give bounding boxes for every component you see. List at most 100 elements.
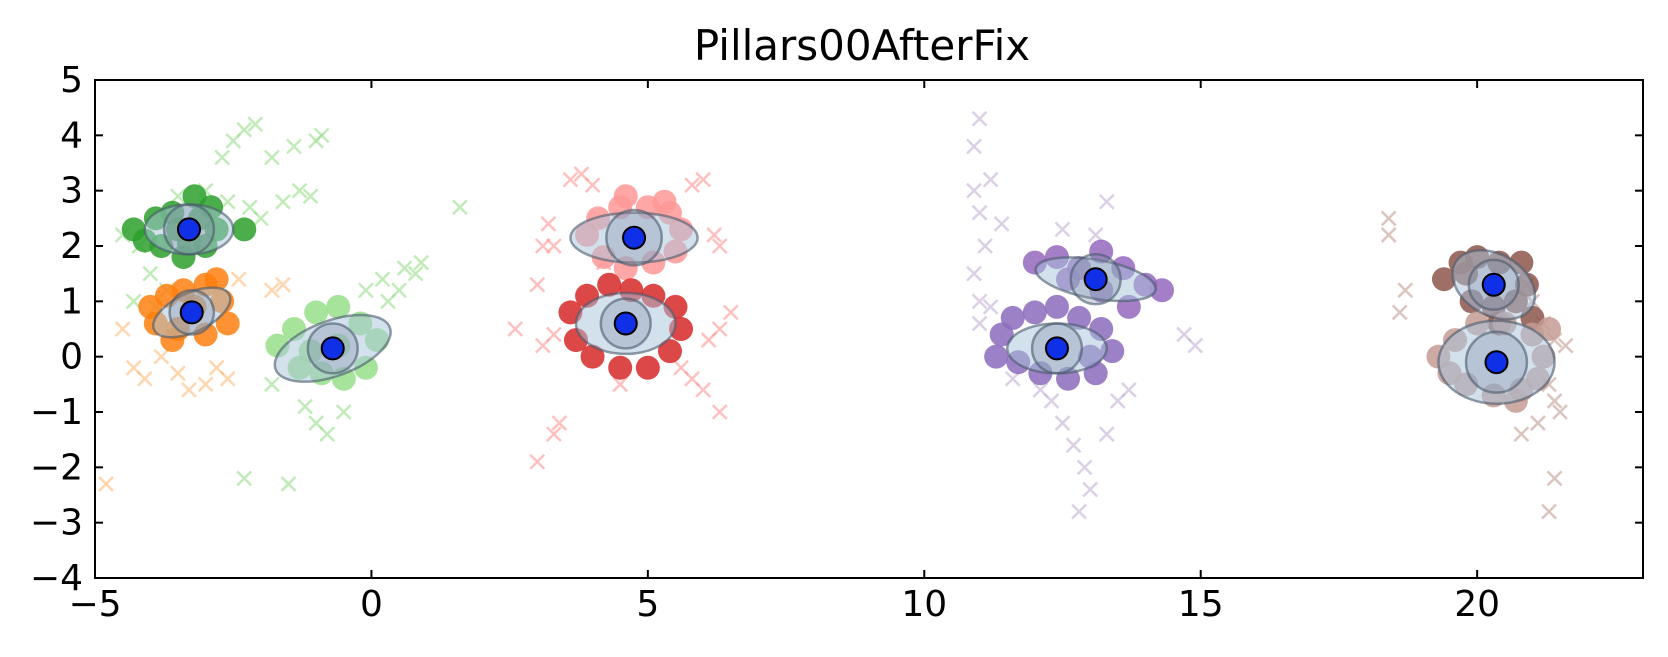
x-axis: −5 0 5 10 15 20 [68,80,1500,625]
cluster-4-cross-7 [529,276,546,293]
cluster-1-cross-1 [136,370,153,387]
cluster-2-point-2 [304,300,329,325]
cluster-0-point-10 [232,217,257,242]
cluster-6-cross-11 [982,298,999,315]
cluster-7-cross-0 [1380,210,1397,227]
cluster-0-cross-21 [302,188,319,205]
cluster-6-cross-4 [1082,481,1099,498]
cluster-4-point-2 [597,272,622,297]
cluster-3-cross-9 [722,304,739,321]
cluster-4-cross-13 [612,376,629,393]
cluster-1-cross-3 [170,365,186,382]
cluster-4-cross-10 [545,426,562,443]
cluster-2-cross-9 [319,426,336,443]
y-tick-label-4: 0 [60,337,83,378]
cluster-2-center [320,336,345,361]
y-tick-label-5: 1 [60,281,83,322]
cluster-5-cross-4 [977,238,993,254]
y-tick-label-2: −2 [30,447,83,488]
cluster-0-cross-6 [214,149,231,166]
cluster-4-cross-8 [534,238,551,254]
cluster-2-cross-13 [452,199,468,216]
cluster-6-point-2 [1022,300,1047,325]
cluster-2-cross-5 [374,271,391,288]
cluster-5-cross-3 [971,204,988,221]
cluster-2-cross-10 [335,404,352,420]
cluster-6-cross-6 [1098,426,1115,443]
cluster-2-cross-7 [297,398,313,415]
cluster-3-cross-0 [562,171,579,188]
cluster-6-point-3 [1044,294,1069,319]
cluster-8-cross-6 [1541,503,1557,520]
cluster-2-cross-6 [358,282,374,299]
cluster-5-cross-2 [966,182,982,199]
cluster-7-point-0 [1431,267,1456,292]
cluster-6-center [1044,336,1069,361]
y-axis: −4 −3 −2 −1 0 1 2 3 4 5 [30,60,1643,599]
cluster-1-point-5 [215,311,240,336]
cluster-4-cross-2 [695,381,712,398]
cluster-8-cross-2 [1552,404,1568,420]
cluster-0-cross-11 [286,138,302,155]
x-tick-label-3: 10 [901,584,947,625]
cluster-0-cross-10 [264,149,280,166]
cluster-8-point-11 [1537,317,1562,341]
cluster-3-cross-4 [695,171,712,188]
cluster-8-cross-3 [1530,415,1546,431]
cluster-4-point-7 [657,339,682,364]
cluster-5-center [1083,267,1108,292]
cluster-6-cross-9 [1032,381,1049,398]
cluster-3-cross-5 [706,227,723,243]
cluster-4-cross-11 [529,453,546,470]
cluster-7-cross-2 [1397,282,1414,299]
y-tick-label-7: 3 [60,171,83,212]
cluster-5-cross-8 [993,215,1010,232]
cluster-8-cross-7 [1557,337,1574,354]
cluster-4-point-9 [608,355,633,380]
cluster-4-cross-6 [534,337,551,354]
cluster-2-cross-14 [264,376,280,393]
x-tick-label-4: 15 [1178,584,1224,625]
cluster-0-cross-2 [142,265,159,282]
chart-title: Pillars00AfterFix [694,21,1030,70]
cluster-0-center [176,217,201,242]
x-tick-label-0: −5 [68,584,121,625]
cluster-3-cross-3 [684,177,700,194]
cluster-2-cross-12 [280,476,297,492]
cluster-5-cross-0 [971,110,988,127]
y-tick-label-8: 4 [60,115,83,156]
cluster-5-cross-14 [1187,337,1204,354]
cluster-5-cross-9 [971,315,988,332]
cluster-0-cross-8 [236,121,253,138]
cluster-1-center [179,300,204,325]
y-tick-label-1: −3 [30,503,83,544]
cluster-2-cross-3 [413,254,430,271]
cluster-6-cross-1 [1054,415,1071,431]
cluster-5-point-6 [1150,278,1175,303]
cluster-1-cross-5 [197,376,214,393]
points-layer [121,184,1562,413]
cluster-8-cross-4 [1513,426,1530,443]
cluster-2-point-3 [326,294,351,319]
plot-frame [94,79,1644,579]
cluster-6-point-11 [984,344,1009,369]
cluster-3-point-3 [613,184,638,209]
crosses-layer [98,110,1574,520]
cluster-6-cross-5 [1071,503,1087,520]
y-tick-label-6: 2 [60,226,83,267]
cluster-5-cross-12 [1054,221,1071,238]
cluster-4-point-10 [580,344,605,369]
cluster-3-cross-7 [540,215,557,232]
cluster-2-cross-4 [396,260,413,277]
cluster-4-center [613,311,638,336]
cluster-1-cross-4 [181,381,197,398]
centers-layer [176,217,1509,375]
cluster-3-cross-2 [584,177,601,194]
cluster-1-cross-11 [98,476,114,492]
cluster-1-cross-12 [230,271,247,288]
cluster-4-cross-9 [551,415,568,431]
cluster-0-cross-9 [247,116,264,133]
x-tick-label-1: 0 [360,584,383,625]
cluster-6-cross-3 [1076,459,1093,476]
cluster-5-cross-7 [982,171,999,188]
